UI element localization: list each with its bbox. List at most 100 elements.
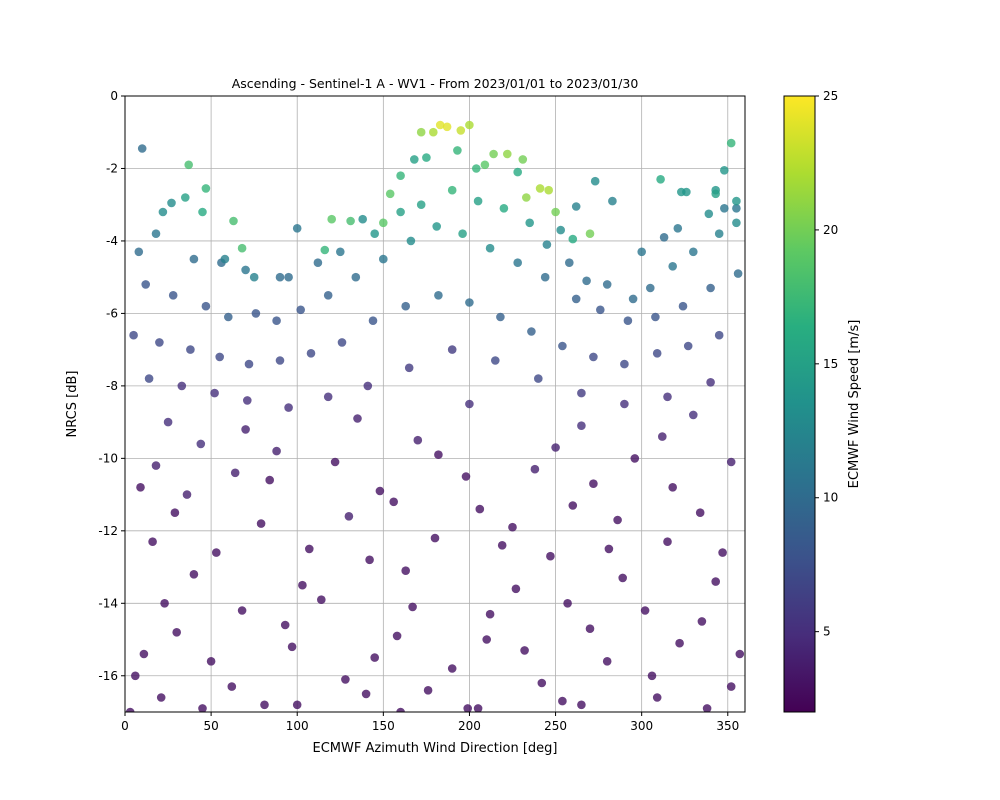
data-point: [668, 262, 677, 271]
data-point: [129, 330, 138, 340]
data-point: [458, 229, 467, 238]
data-point: [658, 432, 667, 441]
data-point: [585, 624, 595, 633]
data-point: [198, 704, 207, 712]
data-point: [518, 155, 528, 164]
data-point: [733, 269, 743, 278]
data-point: [358, 214, 368, 224]
data-point: [330, 457, 340, 467]
data-point: [256, 519, 266, 528]
x-axis-ticks: 0 50 100 150 200 250 300 350: [121, 712, 739, 733]
data-point: [604, 544, 614, 554]
data-point: [434, 450, 443, 460]
data-point: [546, 551, 555, 561]
data-point: [537, 678, 547, 688]
data-point: [656, 175, 665, 184]
data-point: [379, 218, 388, 228]
data-point: [463, 704, 472, 712]
colorbar-tick-label: 10: [823, 491, 838, 505]
data-point: [659, 233, 669, 242]
data-point: [508, 522, 517, 532]
data-point: [618, 573, 627, 583]
data-point: [472, 164, 481, 173]
data-point: [453, 146, 462, 155]
data-point: [590, 176, 600, 186]
data-point: [637, 247, 646, 257]
y-axis-ticks: 0 -2 -4 -6 -8 -10 -12 -14 -16: [98, 89, 125, 683]
data-point: [689, 247, 698, 257]
data-point: [568, 501, 578, 510]
data-point: [522, 193, 531, 202]
data-point: [571, 294, 581, 304]
data-point: [623, 316, 633, 326]
data-point: [170, 508, 180, 517]
data-point: [447, 345, 457, 354]
data-point: [298, 580, 307, 590]
data-point: [237, 243, 247, 253]
data-point: [292, 224, 302, 233]
data-point: [320, 245, 330, 255]
data-point: [689, 410, 698, 420]
data-point: [168, 291, 178, 300]
data-point: [568, 234, 578, 244]
data-point: [365, 555, 374, 565]
data-point: [131, 671, 140, 681]
y-tick-label: -4: [106, 234, 118, 248]
x-tick-label: 350: [716, 719, 739, 733]
data-point: [392, 631, 402, 641]
data-point: [613, 515, 622, 525]
data-point: [317, 595, 326, 604]
data-point: [155, 338, 164, 347]
data-point: [511, 584, 521, 594]
data-point: [406, 236, 416, 246]
data-point: [556, 225, 565, 235]
data-point: [628, 294, 638, 304]
data-point: [520, 646, 529, 655]
data-point: [296, 305, 306, 315]
data-point: [272, 446, 281, 456]
data-point: [465, 399, 474, 409]
data-point: [697, 617, 707, 626]
data-point: [534, 374, 543, 383]
data-point: [323, 291, 333, 300]
data-point: [485, 243, 495, 253]
data-point: [682, 187, 691, 197]
data-point: [241, 425, 250, 434]
data-point: [137, 144, 147, 153]
y-tick-label: -10: [98, 451, 118, 465]
data-point: [434, 291, 443, 300]
data-point: [249, 272, 259, 282]
data-point: [456, 126, 466, 135]
data-point: [323, 392, 333, 402]
data-point: [465, 298, 474, 307]
data-point: [237, 606, 247, 615]
colorbar-tick-label: 25: [823, 89, 838, 103]
data-point: [163, 417, 173, 427]
data-point: [620, 399, 629, 409]
data-point: [306, 349, 316, 358]
data-point: [663, 537, 672, 546]
data-point: [423, 686, 433, 695]
data-point: [714, 229, 724, 238]
data-point: [726, 682, 736, 691]
data-point: [683, 341, 693, 351]
data-point: [275, 272, 285, 282]
data-point: [370, 653, 380, 662]
data-point: [577, 421, 586, 431]
data-point: [602, 280, 612, 289]
data-point: [370, 229, 380, 238]
data-point: [408, 602, 417, 612]
data-point: [353, 414, 362, 423]
data-point: [473, 196, 483, 206]
data-point: [720, 166, 729, 175]
data-point: [585, 229, 595, 238]
data-point: [416, 200, 426, 209]
data-point: [181, 193, 190, 202]
data-point: [186, 345, 195, 354]
data-point: [711, 577, 720, 586]
data-point: [430, 533, 440, 543]
y-tick-label: -14: [98, 596, 118, 610]
data-point: [647, 671, 657, 681]
data-point: [385, 189, 395, 199]
data-point: [198, 207, 207, 217]
